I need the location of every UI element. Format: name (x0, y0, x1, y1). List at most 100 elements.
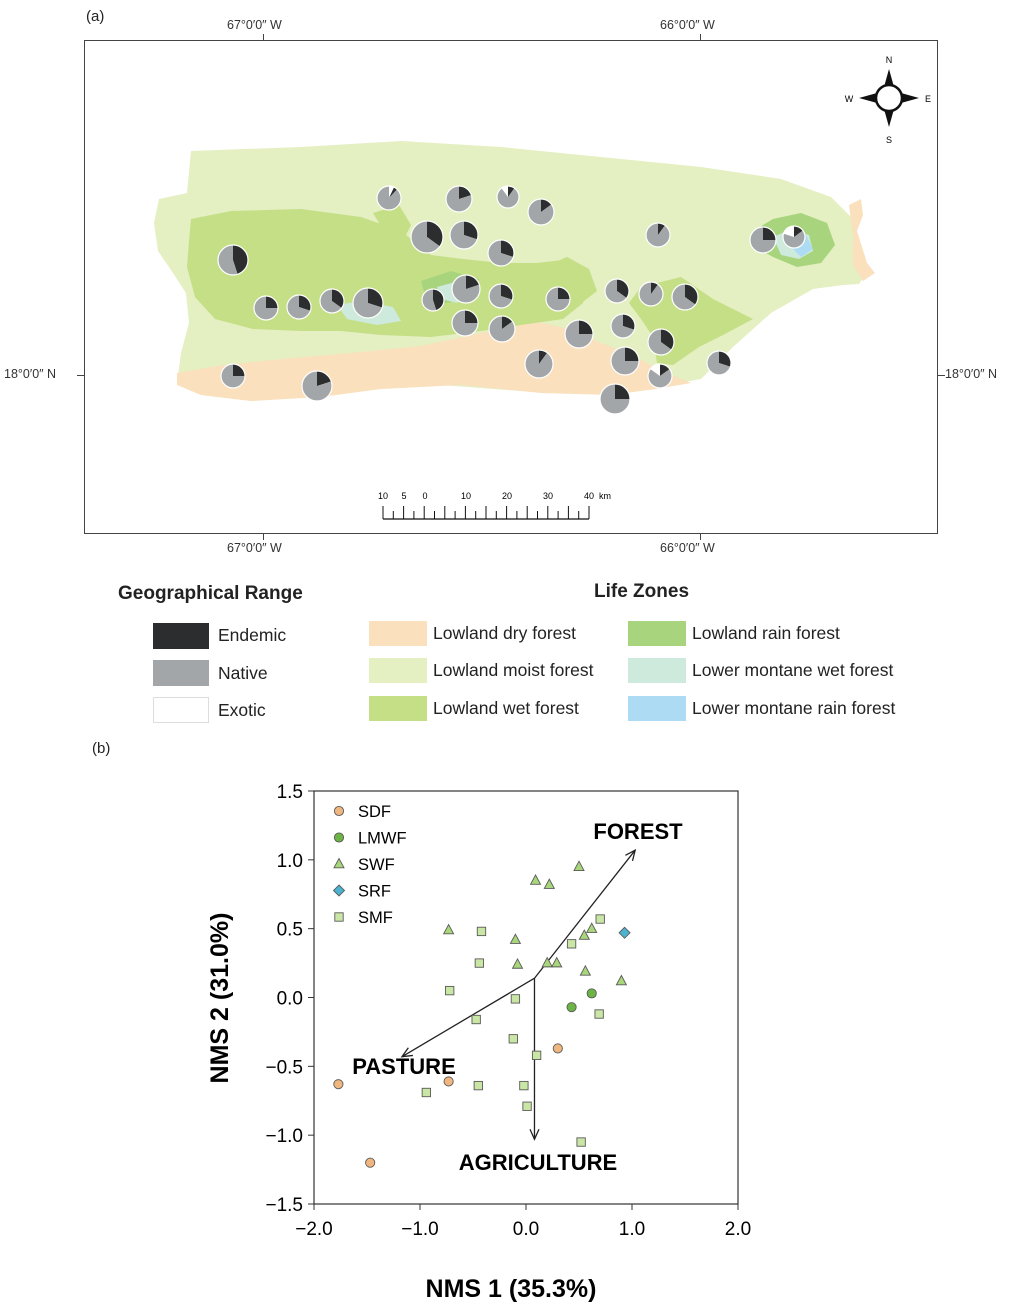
pie-slice-native (611, 314, 635, 338)
point-lmwf (566, 1002, 577, 1013)
pie-outline (527, 198, 555, 226)
point-smf (566, 939, 577, 949)
legend-lower-montane-rain-forest: Lower montane rain forest (692, 698, 896, 718)
vector-forest-arrowhead (625, 848, 637, 862)
pie-slice-native (446, 186, 472, 213)
pie-chart (647, 363, 673, 389)
y-tick-label: 1.5 (277, 782, 303, 803)
point-swf (442, 923, 455, 935)
pie-slice-native (497, 188, 520, 209)
pie-outline (352, 287, 384, 319)
pie-outline (253, 295, 279, 321)
pie-chart (376, 185, 402, 211)
pie-slice-native (605, 279, 627, 303)
scale-tick-label: 10 (461, 491, 471, 501)
pie-outline (604, 278, 630, 304)
point-swf (509, 933, 522, 944)
legend-label-sdf: SDF (358, 803, 391, 821)
pie-chart (286, 294, 312, 320)
pie-outline (647, 328, 675, 356)
pie-slice-native (646, 223, 671, 247)
scale-tick-label: 30 (543, 491, 553, 501)
pie-slice-native (527, 199, 555, 225)
pie-slice-endemic (465, 310, 478, 323)
compass-rose: N S W E (845, 55, 931, 145)
left-lat-label: 18°0′0″ N (4, 367, 57, 381)
pie-slice-endemic (466, 275, 480, 289)
lon-tick-bottom-67 (263, 533, 264, 540)
pie-chart (545, 286, 571, 312)
legend-marker-lmwf (333, 832, 345, 843)
swatch-exotic (153, 697, 209, 723)
pie-slice-exotic (389, 186, 395, 198)
pie-chart (445, 185, 473, 213)
legend-label-swf: SWF (358, 856, 395, 874)
island-map: N S W E 10 5 0 10 20 30 40 km (154, 55, 931, 520)
pie-slice-endemic (763, 227, 776, 240)
point-smf (510, 994, 521, 1004)
pie-chart (527, 198, 555, 226)
pie-slice-endemic (625, 347, 639, 361)
point-swf (578, 929, 591, 940)
point-sdf (333, 1079, 344, 1090)
point-sdf (365, 1157, 376, 1168)
pie-chart (451, 274, 481, 304)
pie-slice-endemic (368, 288, 383, 308)
pie-slice-native (217, 245, 238, 276)
y-axis-label: NMS 2 (31.0%) (206, 913, 234, 1084)
pie-outline (599, 383, 631, 415)
nms-ordination-plot: −2.0 −1.0 0.0 1.0 2.0 −1.5 −1.0 −0.5 0.0 0.5 1.0 1.… (206, 782, 751, 1303)
vector-label-agriculture: AGRICULTURE (459, 1150, 617, 1175)
legend-marker-sdf (333, 805, 345, 817)
pie-chart (496, 185, 520, 209)
swatch-lowland-moist-forest (369, 658, 427, 683)
pie-chart (253, 295, 279, 321)
point-smf (576, 1137, 586, 1147)
point-smf (508, 1034, 518, 1044)
y-tick-label: −0.5 (265, 1057, 303, 1078)
pie-slice-native (639, 282, 664, 307)
x-tick-label: 1.0 (619, 1219, 645, 1240)
pie-outline (488, 283, 514, 309)
pie-outline (286, 294, 312, 320)
pie-layer (217, 185, 806, 415)
compass-needle-w (859, 93, 877, 103)
pie-outline (645, 222, 671, 248)
legend-lower-montane-wet-forest: Lower montane wet forest (692, 660, 894, 680)
swatch-native (153, 660, 209, 686)
bottom-lon-label-67w: 67°0′0″ W (227, 541, 282, 555)
point-swf (615, 974, 628, 986)
point-smf (473, 1080, 483, 1091)
pie-slice-native (411, 221, 440, 253)
pie-slice-endemic (501, 240, 514, 258)
pie-slice-native (221, 364, 245, 388)
pie-slice-native (320, 289, 342, 313)
life-zones-title: Life Zones (594, 581, 690, 602)
pie-outline (220, 363, 246, 389)
pie-chart (488, 315, 516, 343)
pie-slice-endemic (651, 282, 659, 294)
pie-slice-native (600, 384, 630, 414)
pie-chart (564, 319, 594, 349)
pie-slice-native (487, 240, 514, 267)
zone-lowland-wet-forest-north (373, 205, 411, 237)
point-smf (594, 1009, 604, 1019)
top-lon-label-66w: 66°0′0″ W (660, 18, 715, 32)
pie-slice-native (450, 221, 478, 249)
lon-tick-top-66 (700, 34, 701, 41)
vector-agriculture-arrowhead (529, 1128, 540, 1141)
pie-chart (706, 350, 732, 376)
pie-outline (610, 346, 640, 376)
swatch-endemic (153, 623, 209, 649)
pie-chart (487, 239, 515, 267)
pie-outline (488, 315, 516, 343)
legend-lowland-wet-forest: Lowland wet forest (433, 698, 579, 718)
legend-label-lmwf: LMWF (358, 830, 407, 848)
scale-tick-label: 40 (584, 491, 594, 501)
lon-tick-bottom-66 (700, 533, 701, 540)
pie-outline (445, 185, 473, 213)
pie-slice-endemic (464, 221, 478, 240)
pie-slice-endemic (615, 384, 630, 399)
pie-outline (319, 288, 345, 314)
vector-pasture (401, 977, 535, 1058)
